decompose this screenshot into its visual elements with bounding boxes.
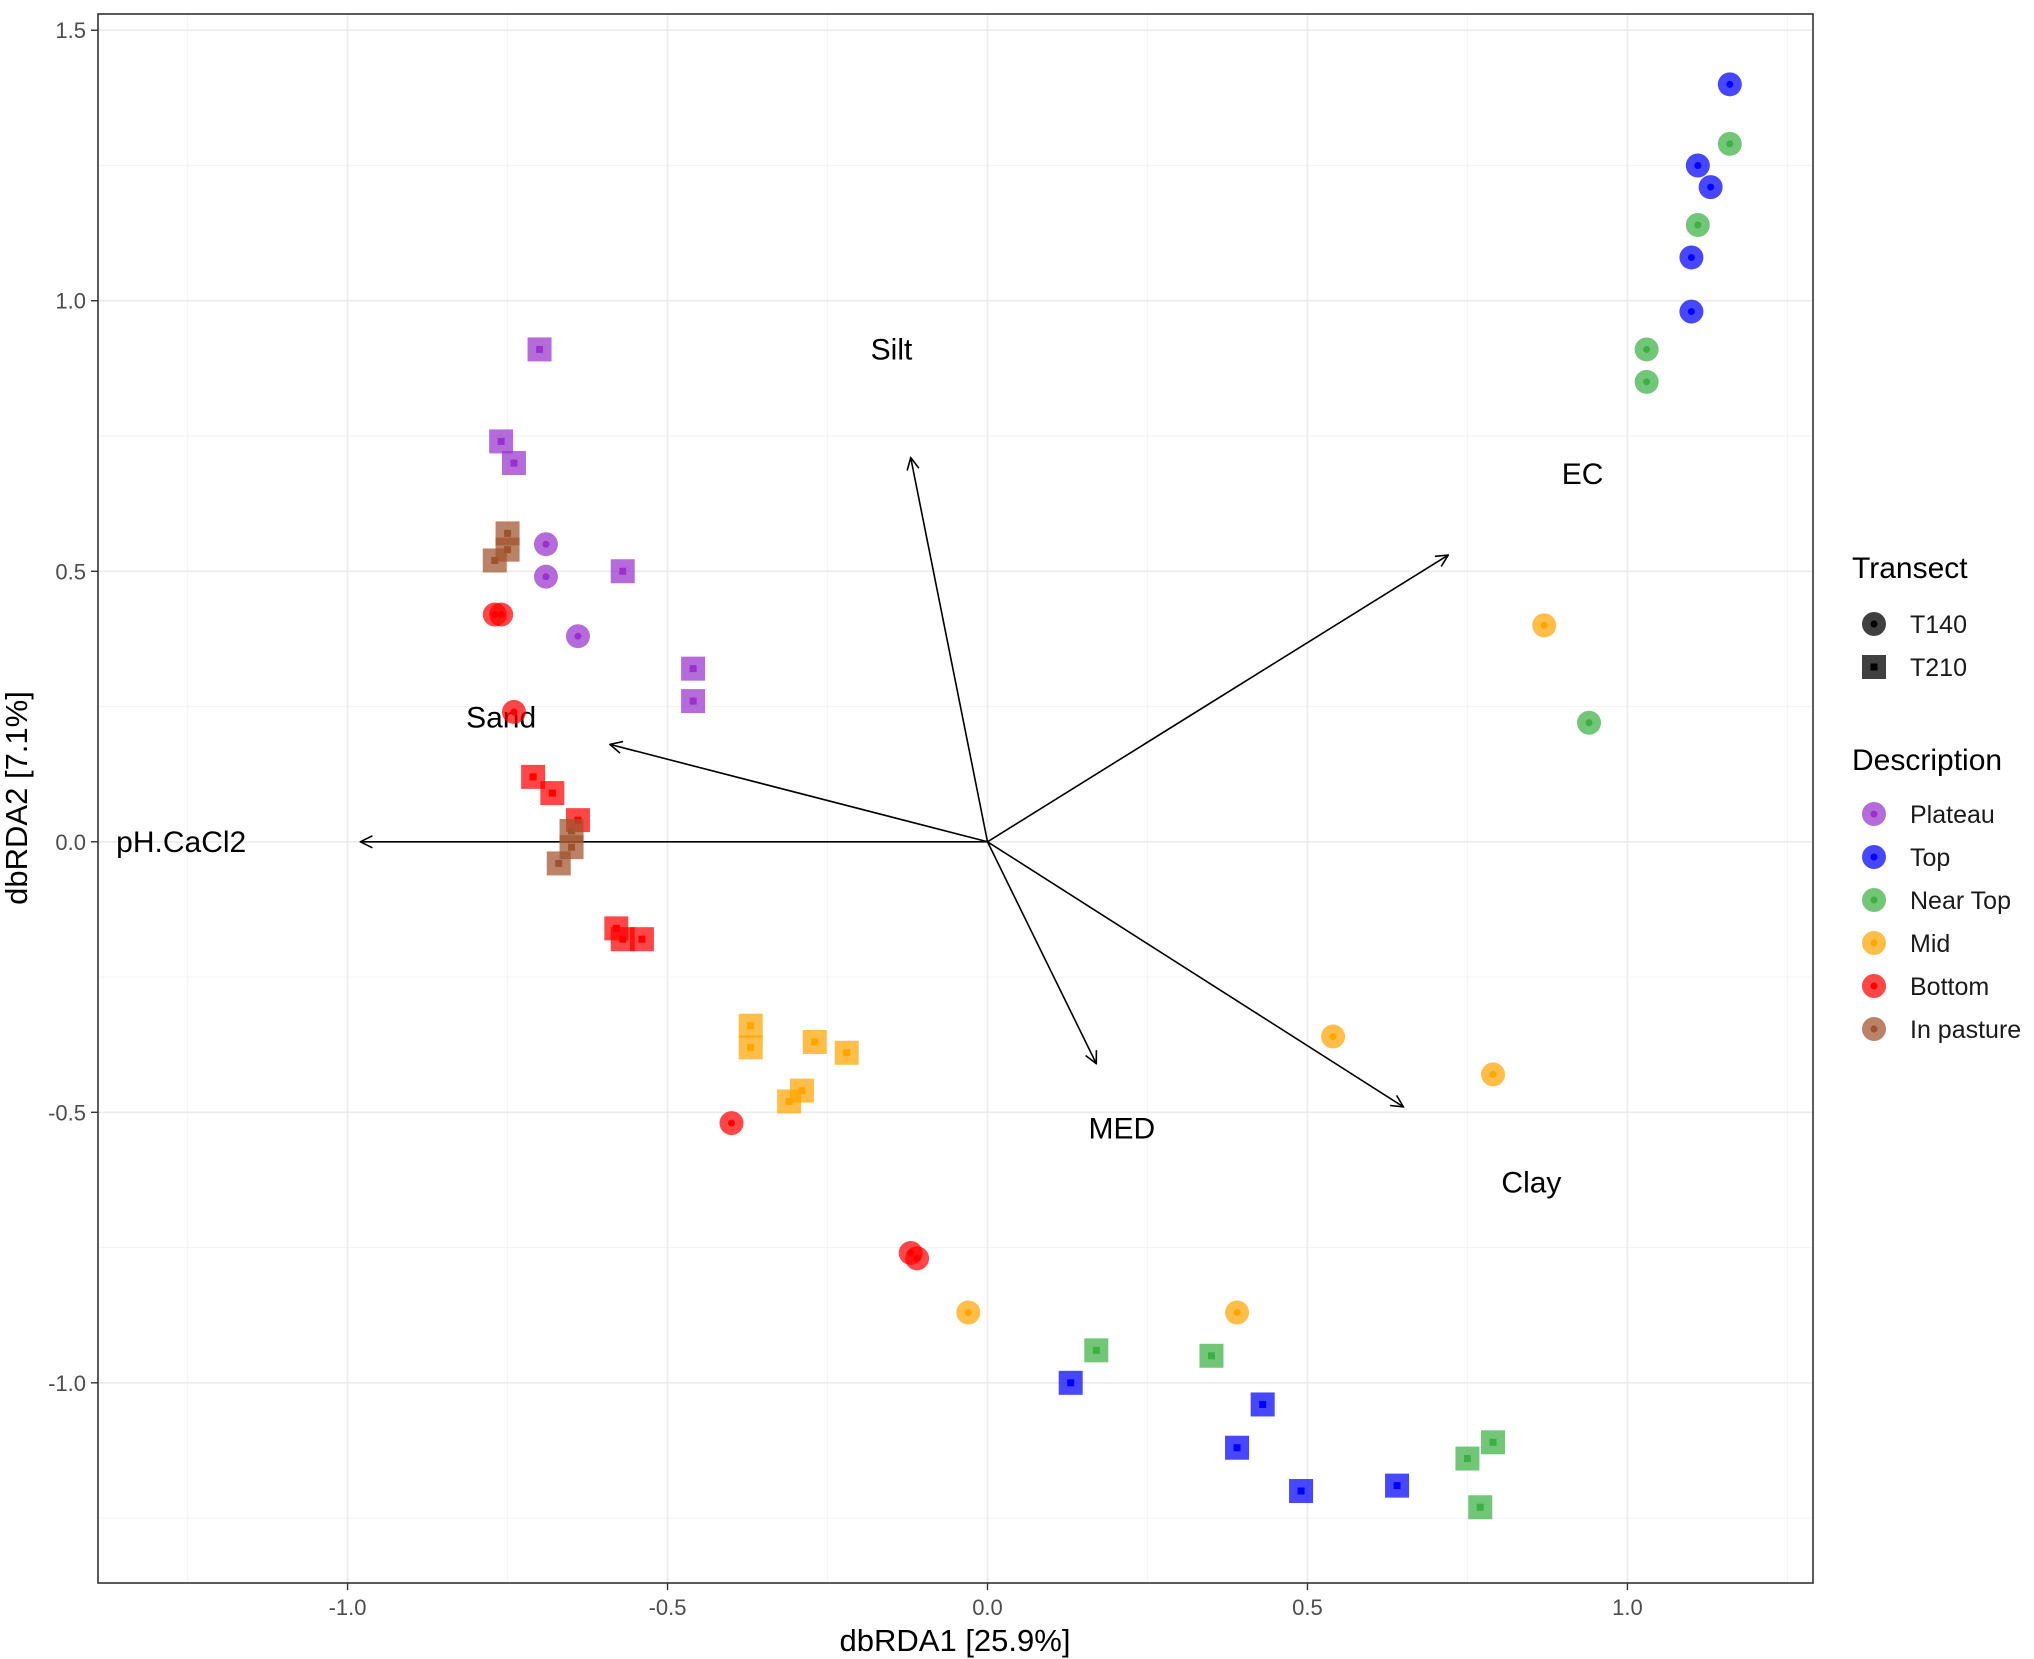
axis-ticks: -1.0 -0.5 0.0 0.5 1.0 -1.0 -0.5 0.0 0.5 1.0 1.5 [48,18,1643,1620]
legend-transect-title: Transect [1852,552,1968,585]
point-mid-t140 [1225,1300,1250,1325]
point-mid-t140 [956,1300,981,1325]
point-near-top-t140 [1685,213,1710,238]
point-mid-t140 [1532,613,1557,638]
point-bottom-t140 [719,1111,744,1136]
point-near-top-t210 [1481,1430,1506,1455]
point-near-top-t140 [1634,337,1659,362]
point-plateau-t210 [489,429,514,454]
point-plateau-t210 [527,337,552,362]
point-mid-t210 [834,1040,859,1065]
y-axis-title: dbRDA2 [7.1%] [0,691,34,905]
point-top-t210 [1289,1479,1314,1504]
y-tick-label: -0.5 [48,1100,86,1125]
point-bottom-t210 [540,781,565,806]
grid-lines [98,14,1813,1583]
legend-description-mid: Mid [1862,930,1950,958]
vector-label-clay: Clay [1501,1167,1561,1200]
svg-text:Bottom: Bottom [1910,973,1989,1001]
legend-transect-t140: T140 [1862,611,1967,639]
point-near-top-t210 [1084,1338,1109,1363]
point-top-t210 [1058,1370,1083,1395]
x-tick-label: 1.0 [1612,1595,1643,1620]
svg-text:Plateau: Plateau [1910,801,1995,829]
point-bottom-t140 [501,699,526,724]
x-tick-label: -0.5 [649,1595,687,1620]
y-tick-label: 1.0 [55,289,86,314]
point-mid-t210 [777,1089,802,1114]
point-near-top-t210 [1199,1343,1224,1368]
point-top-t140 [1717,72,1742,97]
point-top-t140 [1679,245,1704,270]
x-tick-label: -1.0 [329,1595,367,1620]
legend-description-near-top: Near Top [1862,887,2011,915]
vector-arrow-med [986,841,1096,1064]
svg-text:Mid: Mid [1910,930,1950,958]
point-plateau-t210 [681,656,706,681]
point-top-t210 [1250,1392,1275,1417]
svg-text:T210: T210 [1910,654,1967,682]
plot-background [98,14,1813,1583]
sample-points [482,72,1742,1520]
vector-label-sand: Sand [466,701,536,734]
point-in-pasture-t210 [482,548,507,573]
vector-label-silt: Silt [871,333,913,366]
point-near-top-t140 [1577,710,1602,735]
legend: Transect T140 T210 Description Plateau Top… [1852,552,2021,1044]
environmental-vectors: Silt EC Sand pH.CaCl2 MED Clay [116,333,1603,1199]
point-plateau-t140 [533,532,558,557]
svg-text:In pasture: In pasture [1910,1016,2021,1044]
point-mid-t140 [1321,1024,1346,1049]
point-plateau-t140 [565,624,590,649]
svg-text:Near Top: Near Top [1910,887,2011,915]
point-mid-t210 [738,1035,763,1060]
legend-transect-items: T140 T210 [1862,611,1967,682]
point-top-t210 [1225,1435,1250,1460]
point-top-t140 [1679,299,1704,324]
plot-panel-border [97,13,1814,1584]
y-tick-label: 0.5 [55,559,86,584]
point-plateau-t210 [501,451,526,476]
legend-description-items: Plateau Top Near Top Mid Bottom In pasture [1862,801,2021,1044]
point-top-t210 [1385,1473,1410,1498]
point-bottom-t140 [905,1246,930,1271]
point-plateau-t210 [610,559,635,584]
legend-description-in-pasture: In pasture [1862,1016,2021,1044]
x-tick-label: 0.5 [1292,1595,1323,1620]
vector-label-ph-cacl2: pH.CaCl2 [116,826,246,859]
legend-transect-t210: T210 [1862,654,1967,682]
point-bottom-t210 [629,927,654,952]
vector-arrow-sand [610,744,988,843]
point-top-t140 [1698,175,1723,200]
legend-description-top: Top [1862,844,1950,872]
x-tick-label: 0.0 [972,1595,1003,1620]
legend-description-bottom: Bottom [1862,973,1989,1001]
y-tick-label: 1.5 [55,18,86,43]
legend-description-plateau: Plateau [1862,801,1995,829]
point-near-top-t140 [1634,369,1659,394]
vector-arrow-ec [987,555,1448,843]
point-in-pasture-t210 [546,851,571,876]
point-top-t140 [1685,153,1710,178]
legend-description-title: Description [1852,744,2002,777]
vector-label-ec: EC [1562,458,1604,491]
point-plateau-t140 [533,564,558,589]
svg-text:Top: Top [1910,844,1950,872]
point-plateau-t210 [681,689,706,714]
y-tick-label: -1.0 [48,1371,86,1396]
point-mid-t210 [738,1013,763,1038]
point-near-top-t210 [1455,1446,1480,1471]
point-bottom-t140 [489,602,514,627]
vector-label-med: MED [1089,1113,1156,1146]
x-axis-title: dbRDA1 [25.9%] [840,1623,1071,1658]
vector-arrow-clay [987,841,1403,1107]
point-mid-t210 [802,1029,827,1054]
point-mid-t140 [1481,1062,1506,1087]
y-tick-label: 0.0 [55,830,86,855]
point-near-top-t210 [1468,1495,1493,1520]
svg-text:T140: T140 [1910,611,1967,639]
vector-arrow-silt [911,458,989,842]
point-near-top-t140 [1717,131,1742,156]
